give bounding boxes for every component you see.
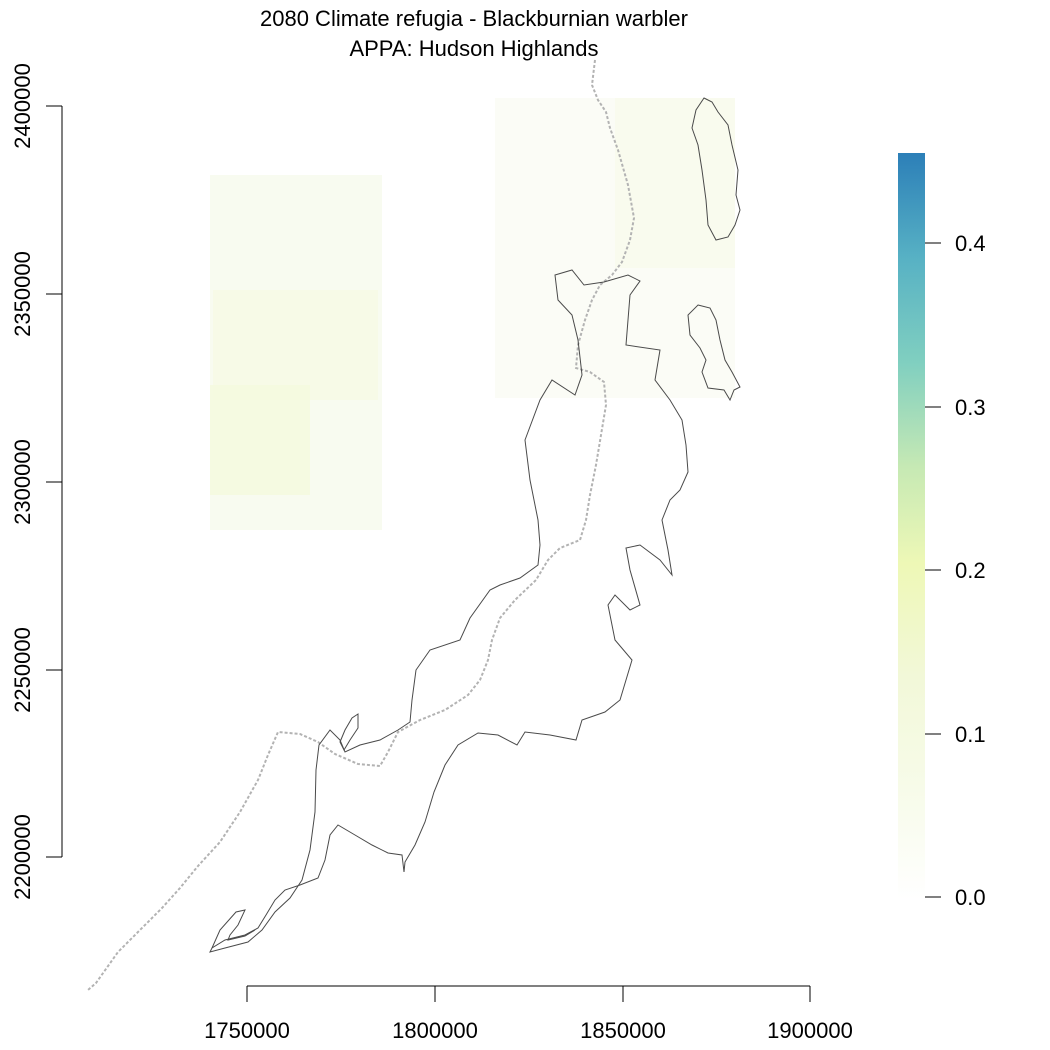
x-tick-label: 1900000: [767, 1018, 853, 1043]
legend-tick-label: 0.3: [955, 395, 986, 420]
color-bar: [898, 153, 925, 900]
color-bar-legend: 0.0 0.1 0.2 0.3 0.4: [898, 153, 986, 910]
north-island-outline: [691, 97, 741, 241]
legend-tick-label: 0.4: [955, 231, 986, 256]
x-tick-label: 1750000: [204, 1018, 290, 1043]
refugia-raster: [210, 98, 735, 530]
y-tick-label: 2350000: [10, 251, 35, 337]
y-tick-label: 2200000: [10, 814, 35, 900]
legend-tick-label: 0.1: [955, 722, 986, 747]
x-tick-label: 1800000: [392, 1018, 478, 1043]
east-parcel-outline: [687, 304, 741, 402]
appa-boundary: [209, 97, 741, 953]
x-axis: 1750000 1800000 1850000 1900000: [204, 985, 853, 1043]
x-tick-label: 1850000: [580, 1018, 666, 1043]
legend-tick-label: 0.0: [955, 885, 986, 910]
y-tick-label: 2250000: [10, 627, 35, 713]
y-axis: 2200000 2250000 2300000 2350000 2400000: [10, 63, 63, 900]
y-tick-label: 2300000: [10, 439, 35, 525]
y-tick-label: 2400000: [10, 63, 35, 149]
state-border-line: [87, 59, 636, 991]
map-title: 2080 Climate refugia - Blackburnian warb…: [260, 6, 688, 31]
legend-tick-label: 0.2: [955, 558, 986, 583]
map-subtitle: APPA: Hudson Highlands: [349, 36, 598, 61]
